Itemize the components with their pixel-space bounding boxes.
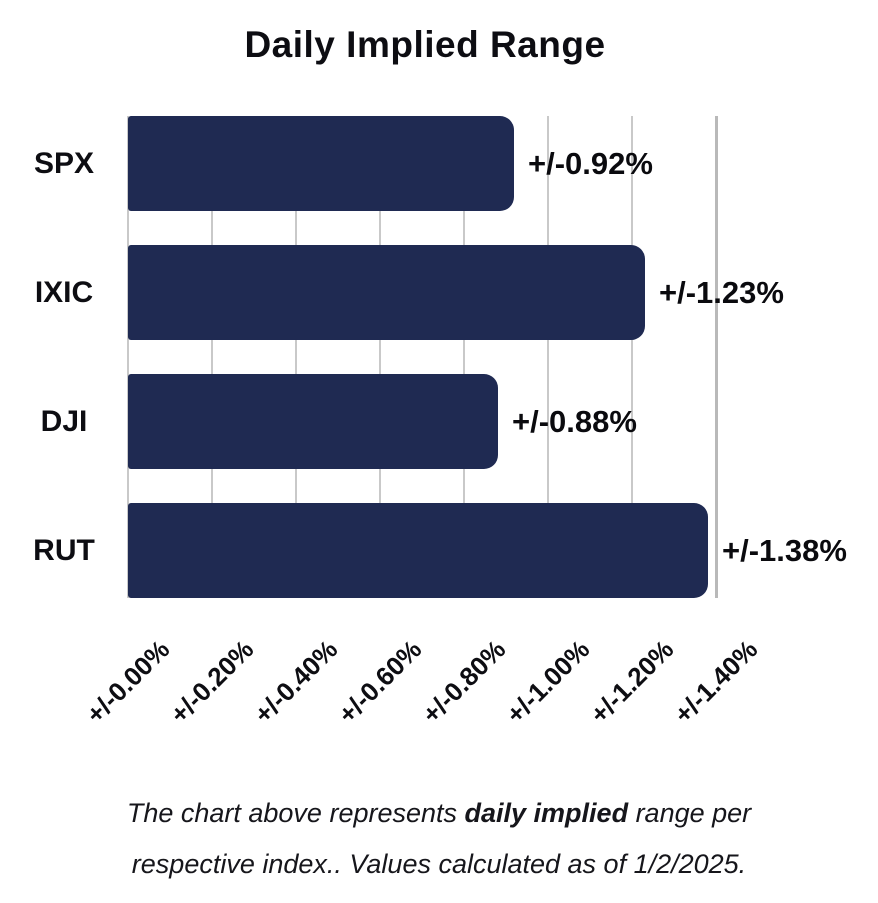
- gridline: [127, 116, 129, 598]
- bar: [128, 116, 514, 211]
- gridline: [379, 116, 381, 598]
- value-label: +/-1.23%: [659, 274, 784, 310]
- bar: [128, 374, 498, 469]
- category-label: RUT: [33, 533, 95, 567]
- gridline: [547, 116, 549, 598]
- bars-layer: SPX +/-0.92% IXIC +/-1.23% DJI +/-0.88% RUT +/-…: [0, 116, 878, 598]
- caption-line1-prefix: The chart above represents: [126, 798, 465, 828]
- bar-row: SPX +/-0.92%: [0, 116, 878, 211]
- bar-track: +/-0.88%: [128, 374, 716, 469]
- bar-row: RUT +/-1.38%: [0, 503, 878, 598]
- x-tick-label: +/-1.00%: [499, 633, 596, 730]
- value-label: +/-1.38%: [722, 532, 847, 568]
- gridline: [631, 116, 633, 598]
- x-axis: +/-0.00% +/-0.20% +/-0.40% +/-0.60% +/-0.80%…: [0, 598, 878, 758]
- bar: [128, 503, 708, 598]
- bar-track: +/-1.23%: [128, 245, 784, 340]
- x-tick-label: +/-1.20%: [583, 633, 680, 730]
- category-label: IXIC: [34, 275, 94, 309]
- caption-line1-bold: daily implied: [464, 798, 629, 828]
- gridline: [463, 116, 465, 598]
- gridline: [211, 116, 213, 598]
- x-tick-label: +/-0.20%: [163, 633, 260, 730]
- bar-row: IXIC +/-1.23%: [0, 245, 878, 340]
- x-tick-label: +/-0.60%: [331, 633, 428, 730]
- bar-row: DJI +/-0.88%: [0, 374, 878, 469]
- x-tick-label: +/-1.40%: [667, 633, 764, 730]
- value-label: +/-0.92%: [528, 145, 653, 181]
- bar-track: +/-0.92%: [128, 116, 716, 211]
- category-label: DJI: [40, 404, 88, 438]
- bar-chart: SPX +/-0.92% IXIC +/-1.23% DJI +/-0.88% RUT +/-…: [0, 116, 878, 598]
- category-label: SPX: [33, 146, 95, 180]
- caption: The chart above represents daily implied…: [0, 788, 878, 890]
- x-tick-label: +/-0.40%: [247, 633, 344, 730]
- gridline: [715, 116, 718, 598]
- bar-track: +/-1.38%: [128, 503, 847, 598]
- gridline: [295, 116, 297, 598]
- caption-line-1: The chart above represents daily implied…: [0, 788, 878, 839]
- x-tick-label: +/-0.80%: [415, 633, 512, 730]
- bar: [128, 245, 645, 340]
- caption-line1-suffix: range per: [628, 798, 752, 828]
- plot-area: [127, 116, 718, 598]
- caption-line-2: respective index.. Values calculated as …: [131, 849, 747, 879]
- chart-title: Daily Implied Range: [244, 24, 606, 65]
- x-tick-label: +/-0.00%: [79, 633, 176, 730]
- value-label: +/-0.88%: [512, 403, 637, 439]
